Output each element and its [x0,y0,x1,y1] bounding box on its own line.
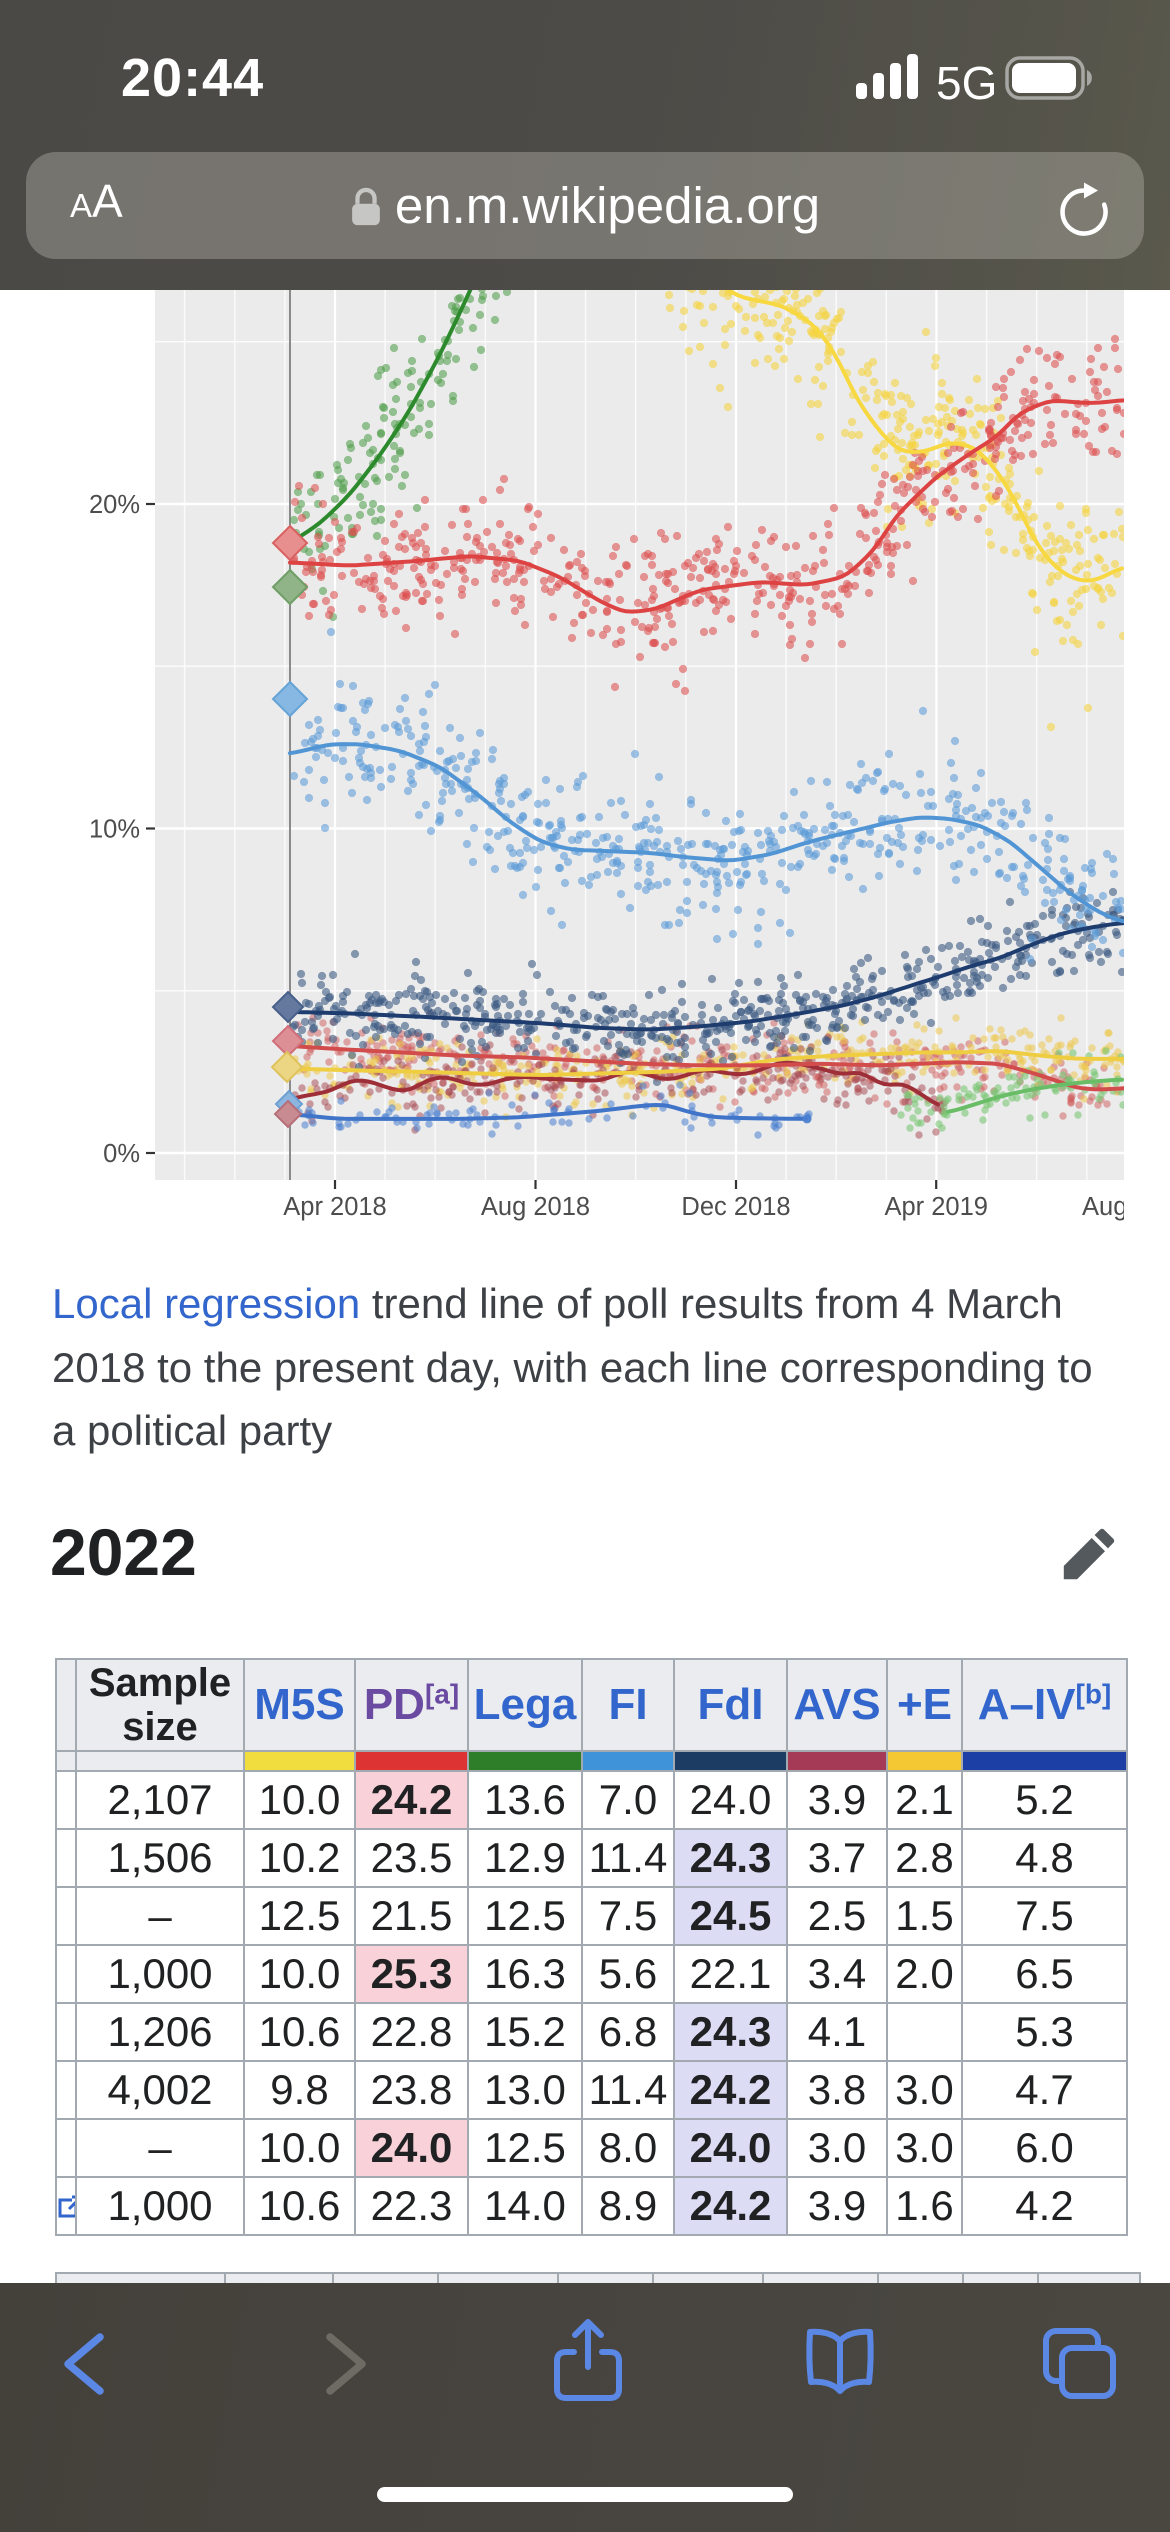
svg-text:Dec 2018: Dec 2018 [681,1193,790,1221]
svg-text:0%: 0% [103,1140,140,1168]
svg-text:10%: 10% [89,816,140,844]
svg-text:Aug 2018: Aug 2018 [481,1193,590,1221]
svg-text:20%: 20% [89,491,140,519]
svg-text:5G: 5G [936,57,997,109]
svg-text:Apr 2019: Apr 2019 [884,1193,988,1221]
svg-text:Aug 2019: Aug 2019 [1082,1193,1124,1221]
svg-text:Apr 2018: Apr 2018 [283,1193,387,1221]
